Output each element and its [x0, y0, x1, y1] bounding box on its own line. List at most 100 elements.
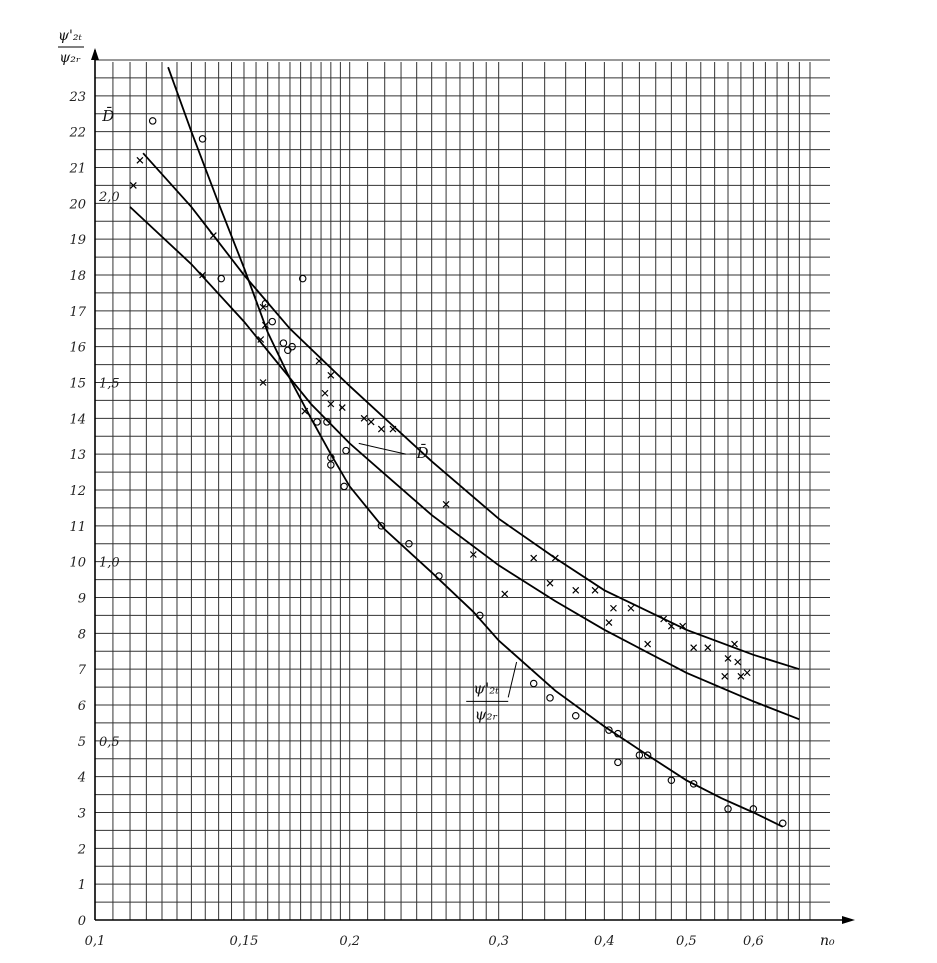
- point-circle: [749, 805, 758, 813]
- point-circle: [148, 117, 157, 125]
- curves: [129, 66, 800, 828]
- y-tick-label: 3: [78, 807, 86, 822]
- y-tick-label: 22: [68, 126, 86, 141]
- point-circle: [546, 694, 554, 702]
- y-tick-label: 0: [78, 914, 86, 929]
- y-tick-label: 1: [78, 878, 86, 893]
- y-axis-arrow: [91, 48, 99, 60]
- point-cross: [721, 672, 729, 680]
- point-circle: [198, 135, 207, 143]
- x-axis-arrow: [842, 916, 855, 924]
- y-tick-label: 19: [69, 233, 86, 248]
- point-cross: [610, 604, 617, 612]
- point-circle: [571, 711, 580, 720]
- point-circle: [476, 611, 484, 620]
- y-tick-label: 20: [68, 197, 86, 212]
- point-circle: [327, 453, 335, 462]
- y-axis-label-top: ψ'₂ₜ: [58, 28, 82, 44]
- point-circle: [435, 572, 443, 580]
- labels: 012345678910111213141516171819202122232,…: [58, 28, 835, 949]
- curve-middle_curve: [129, 206, 800, 721]
- y-tick-label: 11: [69, 520, 86, 535]
- point-circle: [327, 461, 335, 469]
- point-cross: [469, 551, 477, 558]
- y2-tick-label: 0,5: [99, 735, 120, 750]
- point-cross: [327, 400, 335, 408]
- point-circle: [279, 339, 288, 347]
- annotation-label: –D̄: [409, 444, 429, 462]
- point-cross: [530, 554, 538, 562]
- point-cross: [301, 407, 309, 415]
- point-cross: [259, 303, 267, 311]
- y-tick-label: 6: [78, 699, 86, 714]
- curve-label-leader: [507, 661, 518, 698]
- point-circle: [689, 780, 698, 788]
- point-circle: [605, 726, 613, 734]
- point-circle: [643, 751, 652, 759]
- point-cross: [546, 579, 554, 587]
- point-cross: [367, 418, 375, 426]
- y2-tick-label: 1,0: [99, 556, 120, 571]
- point-cross: [129, 181, 137, 189]
- point-circle: [529, 679, 538, 688]
- x-tick-label: 0,5: [676, 934, 697, 949]
- x-tick-label: 0,1: [85, 934, 106, 949]
- y-tick-label: 10: [69, 556, 86, 571]
- point-circle: [313, 418, 321, 426]
- point-cross: [627, 604, 635, 612]
- point-circle: [614, 729, 622, 738]
- point-circle: [405, 539, 413, 548]
- y-tick-label: 5: [78, 735, 86, 750]
- point-cross: [338, 404, 346, 412]
- y-tick-label: 7: [78, 663, 87, 678]
- point-circle: [340, 482, 348, 491]
- y-tick-label: 15: [69, 377, 86, 392]
- x-tick-label: 0,3: [488, 934, 509, 949]
- point-cross: [737, 672, 745, 680]
- x-tick-label: 0,6: [743, 934, 764, 949]
- point-cross: [644, 640, 652, 648]
- x-tick-label: 0,15: [230, 934, 259, 949]
- point-circle: [261, 299, 270, 308]
- point-cross: [259, 379, 267, 386]
- y-tick-label: 8: [78, 627, 86, 642]
- y-tick-label: 18: [69, 269, 86, 284]
- y-tick-label: 23: [68, 90, 86, 105]
- axes: [91, 48, 855, 924]
- point-cross: [743, 669, 751, 677]
- point-circle: [614, 758, 622, 767]
- grid: [95, 59, 830, 920]
- y2-tick-label: 1,5: [99, 377, 120, 392]
- point-cross: [501, 590, 509, 598]
- point-cross: [605, 619, 613, 627]
- x-tick-label: 0,2: [339, 934, 360, 949]
- point-cross: [724, 654, 732, 662]
- point-cross: [327, 371, 335, 379]
- point-cross: [667, 622, 675, 630]
- point-cross: [315, 357, 323, 365]
- x-axis-label: n₀: [820, 933, 835, 949]
- point-cross: [199, 271, 206, 279]
- point-cross: [551, 554, 559, 562]
- y2-tick-label: 2,0: [98, 190, 120, 205]
- point-circle: [298, 274, 307, 283]
- point-cross: [731, 640, 738, 648]
- point-cross: [209, 232, 217, 240]
- point-circle: [217, 274, 225, 283]
- point-circle: [667, 776, 676, 784]
- y-tick-label: 14: [69, 412, 86, 427]
- point-cross: [257, 336, 265, 343]
- y-tick-label: 4: [77, 771, 86, 786]
- y-axis-label-bottom: ψ₂ᵣ: [59, 50, 81, 66]
- point-circle: [724, 805, 732, 813]
- point-circle: [268, 317, 277, 326]
- point-circle: [342, 446, 350, 455]
- point-cross: [360, 414, 368, 422]
- point-cross: [591, 586, 599, 594]
- point-cross: [136, 156, 144, 164]
- point-circle: [323, 418, 331, 426]
- curve-label-bottom: ψ₂ᵣ: [475, 705, 498, 723]
- point-circle: [377, 522, 386, 530]
- data-points: [129, 117, 787, 827]
